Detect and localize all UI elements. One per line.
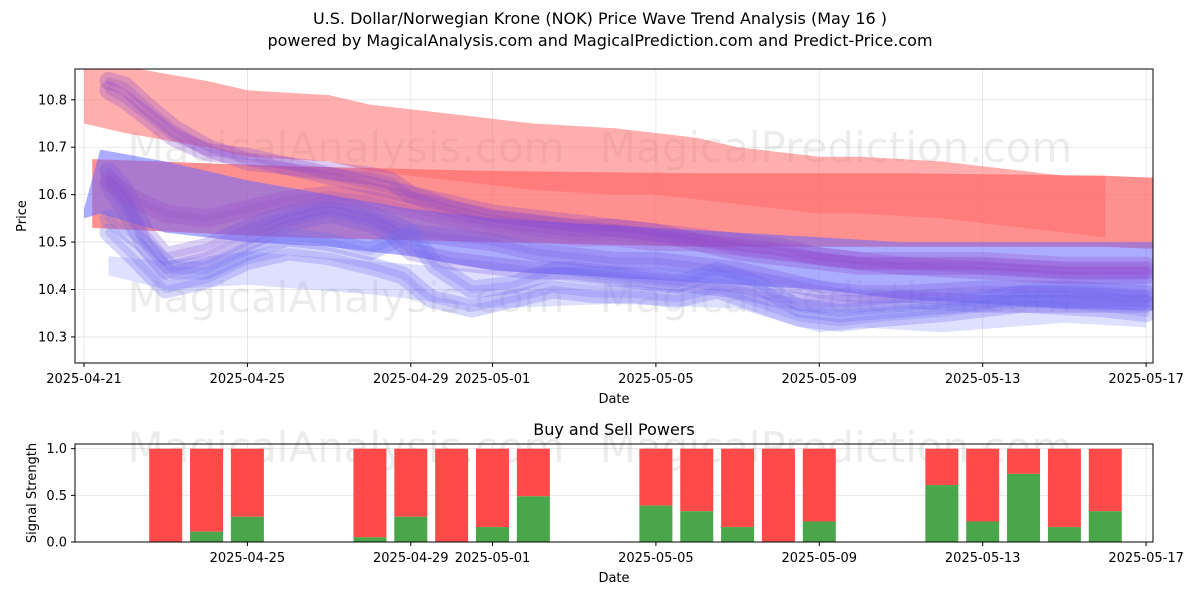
- sell-power-bar: [435, 448, 469, 542]
- price-wave-core-7: [105, 214, 1150, 317]
- buy-power-bar: [353, 537, 387, 542]
- signal-x-tick-label: 2025-05-17: [1108, 551, 1184, 566]
- sell-power-bar: [230, 448, 264, 517]
- sell-power-bar: [721, 448, 755, 528]
- price-y-tick-label: 10.6: [38, 188, 67, 203]
- sell-power-bar: [1047, 448, 1081, 528]
- buy-power-bar: [230, 516, 264, 542]
- price-x-axis-label: Date: [598, 392, 629, 407]
- price-x-tick-label: 2025-05-13: [945, 372, 1021, 387]
- price-plot-area: [84, 69, 1153, 333]
- buy-power-bar: [925, 485, 959, 542]
- buy-power-bar: [190, 531, 224, 542]
- sell-power-bar: [680, 448, 714, 512]
- buy-power-bar: [476, 527, 509, 542]
- price-x-tick-label: 2025-05-09: [782, 372, 858, 387]
- price-y-tick-label: 10.4: [38, 283, 67, 298]
- buy-power-bar: [516, 496, 550, 542]
- sell-power-bar: [394, 448, 428, 517]
- price-y-tick-label: 10.8: [38, 93, 67, 108]
- price-x-tick-label: 2025-05-01: [455, 372, 531, 387]
- sell-power-bar: [190, 448, 224, 532]
- price-wave-core-5: [105, 176, 1150, 270]
- buy-power-bar: [639, 505, 673, 542]
- signal-y-tick-label: 1.0: [46, 442, 67, 457]
- price-wave-core-4: [105, 181, 1150, 308]
- buy-power-bar: [721, 527, 755, 542]
- sell-power-bar: [1007, 448, 1041, 474]
- price-wave-5: [99, 171, 1153, 275]
- sell-power-bar: [802, 448, 836, 522]
- price-band-4: [108, 251, 1147, 333]
- price-y-ticks: 10.3 10.4 10.5 10.6 10.7 10.8: [38, 93, 75, 345]
- price-y-axis-label: Price: [15, 200, 30, 232]
- buy-power-bar: [1088, 511, 1122, 542]
- price-wave-core-2: [105, 86, 1150, 279]
- signal-chart-title: Buy and Sell Powers: [533, 420, 695, 439]
- sell-power-bar: [925, 448, 959, 486]
- price-x-tick-label: 2025-05-17: [1108, 372, 1184, 387]
- signal-x-tick-label: 2025-05-13: [945, 551, 1021, 566]
- signal-y-axis-label: Signal Strength: [25, 443, 40, 543]
- buy-power-bar: [680, 511, 714, 542]
- price-wave-3: [99, 162, 1153, 304]
- price-axes-frame: [74, 68, 1154, 364]
- price-y-tick-label: 10.3: [38, 330, 67, 345]
- price-wave-6: [99, 223, 1153, 332]
- signal-axes-frame: [74, 443, 1154, 543]
- chart-subtitle: powered by MagicalAnalysis.com and Magic…: [267, 31, 933, 50]
- signal-x-tick-label: 2025-05-05: [618, 551, 694, 566]
- price-wave-core-6: [105, 229, 1150, 327]
- sell-power-bar: [516, 448, 550, 497]
- signal-plot-area: [149, 448, 1122, 542]
- price-x-tick-label: 2025-05-05: [618, 372, 694, 387]
- signal-y-tick-label: 0.5: [46, 489, 67, 504]
- price-y-tick-label: 10.7: [38, 141, 67, 156]
- price-wave-core-1: [105, 77, 1150, 274]
- buy-power-bar: [802, 521, 836, 542]
- price-wave-4: [99, 176, 1153, 313]
- signal-y-tick-label: 0.0: [46, 536, 67, 551]
- price-wave-7: [99, 209, 1153, 323]
- watermark-magicalanalysis-mid: MagicalAnalysis.com: [128, 273, 565, 322]
- price-band-3: [84, 149, 1153, 311]
- signal-x-tick-label: 2025-04-29: [373, 551, 449, 566]
- buy-power-bar: [966, 521, 1000, 542]
- price-wave-1: [99, 71, 1153, 280]
- chart-title: U.S. Dollar/Norwegian Krone (NOK) Price …: [312, 9, 888, 28]
- sell-power-bar: [966, 448, 1000, 522]
- sell-power-bar: [639, 448, 673, 506]
- signal-x-axis-label: Date: [598, 571, 629, 586]
- sell-power-bar: [1088, 448, 1122, 512]
- signal-y-ticks: 0.0 0.5 1.0: [46, 442, 75, 551]
- price-wave-core-3: [105, 167, 1150, 298]
- signal-x-tick-label: 2025-04-25: [210, 551, 286, 566]
- sell-power-bar: [761, 448, 795, 542]
- price-wave-2: [99, 81, 1153, 285]
- signal-x-ticks: 2025-04-25 2025-04-29 2025-05-01 2025-05-05…: [210, 542, 1184, 566]
- price-x-tick-label: 2025-04-21: [46, 372, 122, 387]
- buy-power-bar: [1047, 527, 1081, 542]
- signal-x-tick-label: 2025-05-09: [782, 551, 858, 566]
- buy-power-bar: [394, 516, 428, 542]
- sell-power-bar: [149, 448, 183, 542]
- signal-x-tick-label: 2025-05-01: [455, 551, 531, 566]
- sell-power-bar: [353, 448, 387, 538]
- price-x-ticks: 2025-04-21 2025-04-25 2025-04-29 2025-05-01…: [46, 363, 1184, 387]
- price-x-tick-label: 2025-04-25: [210, 372, 286, 387]
- price-x-tick-label: 2025-04-29: [373, 372, 449, 387]
- price-y-tick-label: 10.5: [38, 236, 67, 251]
- buy-power-bar: [1007, 473, 1041, 542]
- sell-power-bar: [476, 448, 509, 528]
